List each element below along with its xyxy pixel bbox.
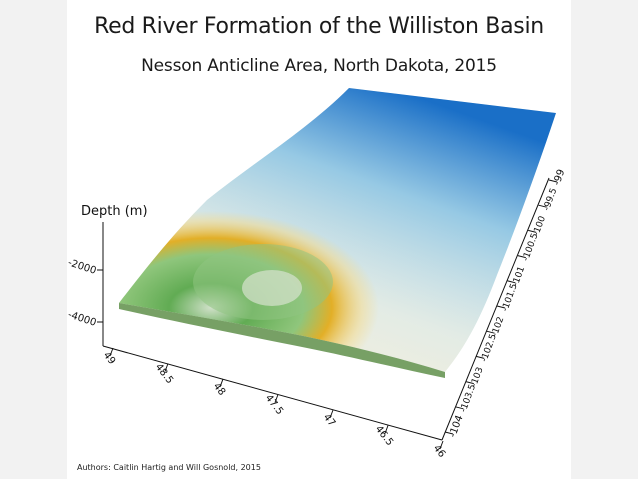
x-tick-mark bbox=[384, 425, 389, 434]
y-tick-mark bbox=[455, 406, 464, 410]
z-axis-label: Depth (m) bbox=[81, 204, 148, 219]
z-tick-label: -4000 bbox=[67, 309, 97, 328]
y-tick-label: -104 bbox=[447, 414, 465, 439]
y-tick-mark bbox=[548, 179, 558, 183]
x-tick-label: 46 bbox=[431, 443, 448, 460]
y-tick-mark bbox=[444, 431, 454, 435]
y-tick-mark bbox=[538, 204, 547, 208]
y-tick-mark bbox=[528, 229, 537, 233]
slide: -2000 -4000 49 48.5 48 47.5 47 46.5 46 -104 -103… bbox=[67, 0, 571, 479]
y-tick-label: -99.5 bbox=[542, 187, 559, 212]
y-tick-label: -100 bbox=[532, 215, 548, 238]
x-tick-mark bbox=[329, 409, 334, 419]
page-title: Red River Formation of the Williston Bas… bbox=[94, 14, 544, 39]
x-tick-mark bbox=[109, 347, 114, 357]
y-tick-mark bbox=[496, 305, 506, 309]
y-tick-label: -103 bbox=[469, 366, 485, 389]
page-subtitle: Nesson Anticline Area, North Dakota, 201… bbox=[141, 56, 497, 76]
anticline-crest bbox=[242, 270, 302, 306]
x-tick-mark bbox=[219, 378, 224, 388]
x-tick-label: 47.5 bbox=[263, 393, 285, 417]
surface-front-edge bbox=[119, 303, 445, 378]
x-axis-line bbox=[102, 345, 443, 441]
x-tick-label: 47 bbox=[321, 412, 338, 429]
x-tick-label: 46.5 bbox=[373, 424, 395, 448]
y-tick-mark bbox=[486, 330, 495, 334]
y-tick-mark bbox=[476, 355, 485, 359]
y-tick-mark bbox=[517, 255, 526, 259]
x-tick-label: 48 bbox=[211, 381, 228, 398]
y-axis-line bbox=[441, 177, 550, 441]
y-tick-label: -101 bbox=[511, 265, 527, 288]
x-tick-mark bbox=[164, 363, 169, 372]
z-axis-ticks: -2000 -4000 bbox=[67, 257, 103, 329]
x-tick-mark bbox=[274, 394, 279, 403]
y-tick-label: -99 bbox=[551, 168, 567, 187]
x-tick-mark bbox=[439, 440, 444, 450]
y-tick-mark bbox=[465, 381, 474, 385]
y-tick-label: -102 bbox=[490, 316, 506, 339]
x-tick-label: 49 bbox=[101, 350, 118, 367]
credit-text: Authors: Caitlin Hartig and Will Gosnold… bbox=[77, 463, 261, 472]
z-tick-label: -2000 bbox=[67, 257, 97, 276]
y-tick-mark bbox=[507, 280, 516, 284]
depth-surface bbox=[119, 88, 556, 378]
